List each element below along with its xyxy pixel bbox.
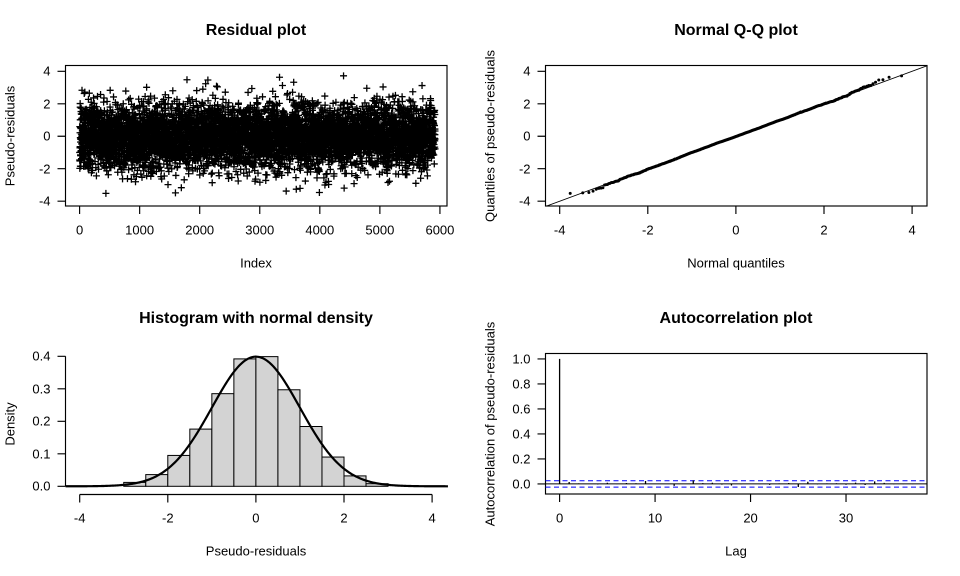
y-axis-title: Quantiles of pseudo-residuals — [482, 50, 498, 222]
histogram-panel: Histogram with normal density Pseudo-res… — [0, 288, 480, 576]
x-tick-label: -2 — [642, 222, 654, 238]
x-tick-label: 20 — [743, 510, 758, 526]
y-axis-title: Density — [2, 402, 18, 446]
x-tick-label: 2000 — [185, 222, 215, 238]
y-tick-label: 0.3 — [32, 381, 51, 397]
x-tick-label: 4000 — [305, 222, 335, 238]
x-tick-label: 4 — [428, 510, 436, 526]
chart-title: Histogram with normal density — [139, 310, 373, 327]
y-tick-label: 0.8 — [512, 376, 531, 392]
histogram-canvas — [0, 288, 480, 576]
y-tick-label: 0.0 — [512, 476, 531, 492]
y-tick-label: 0.4 — [32, 348, 51, 364]
x-tick-label: 0 — [252, 510, 260, 526]
x-tick-label: 2 — [340, 510, 348, 526]
x-axis-title: Normal quantiles — [687, 255, 785, 271]
x-tick-label: 10 — [647, 510, 663, 526]
qq-plot-panel: Normal Q-Q plot Normal quantiles Quantil… — [480, 0, 960, 288]
y-tick-label: -2 — [518, 161, 531, 177]
x-axis-title: Lag — [725, 543, 747, 559]
x-tick-label: 1000 — [125, 222, 155, 238]
chart-title: Autocorrelation plot — [659, 310, 813, 327]
x-tick-label: 2 — [820, 222, 828, 238]
y-axis-title: Pseudo-residuals — [2, 85, 18, 187]
chart-title: Residual plot — [205, 22, 307, 39]
x-tick-label: 3000 — [245, 222, 275, 238]
y-tick-label: -2 — [38, 161, 51, 177]
x-tick-label: -4 — [553, 222, 566, 238]
acf-plot-canvas — [480, 288, 960, 576]
y-tick-label: 4 — [523, 63, 531, 79]
y-tick-label: 1.0 — [512, 351, 531, 367]
acf-plot-panel: Autocorrelation plot Lag Autocorrelation… — [480, 288, 960, 576]
y-tick-label: 2 — [43, 96, 51, 112]
y-tick-label: 0.2 — [32, 413, 51, 429]
x-tick-label: 30 — [838, 510, 854, 526]
x-tick-label: -2 — [162, 510, 174, 526]
x-tick-label: 4 — [908, 222, 916, 238]
y-tick-label: 0.4 — [512, 426, 531, 442]
x-axis-title: Index — [240, 255, 272, 271]
y-tick-label: 2 — [523, 96, 531, 112]
y-tick-label: -4 — [38, 193, 51, 209]
y-tick-label: 0.2 — [512, 451, 531, 467]
residual-plot-panel: Residual plot Index Pseudo-residuals 0 10… — [0, 0, 480, 288]
x-tick-label: 0 — [732, 222, 740, 238]
x-tick-label: -4 — [73, 510, 86, 526]
y-tick-label: 0 — [523, 128, 531, 144]
x-tick-label: 0 — [555, 510, 564, 526]
y-tick-label: 0.0 — [32, 478, 51, 494]
y-tick-label: 0 — [43, 128, 51, 144]
y-tick-label: 4 — [43, 63, 51, 79]
y-tick-label: 0.6 — [512, 401, 531, 417]
y-axis-title: Autocorrelation of pseudo-residuals — [482, 321, 498, 527]
x-tick-label: 5000 — [365, 222, 395, 238]
x-tick-label: 0 — [75, 222, 84, 238]
y-tick-label: 0.1 — [32, 446, 51, 462]
residual-plot-canvas — [0, 0, 480, 288]
y-tick-label: -4 — [518, 193, 531, 209]
x-tick-label: 6000 — [425, 222, 455, 238]
x-axis-title: Pseudo-residuals — [205, 543, 307, 559]
chart-title: Normal Q-Q plot — [674, 22, 798, 39]
qq-plot-canvas — [480, 0, 960, 288]
